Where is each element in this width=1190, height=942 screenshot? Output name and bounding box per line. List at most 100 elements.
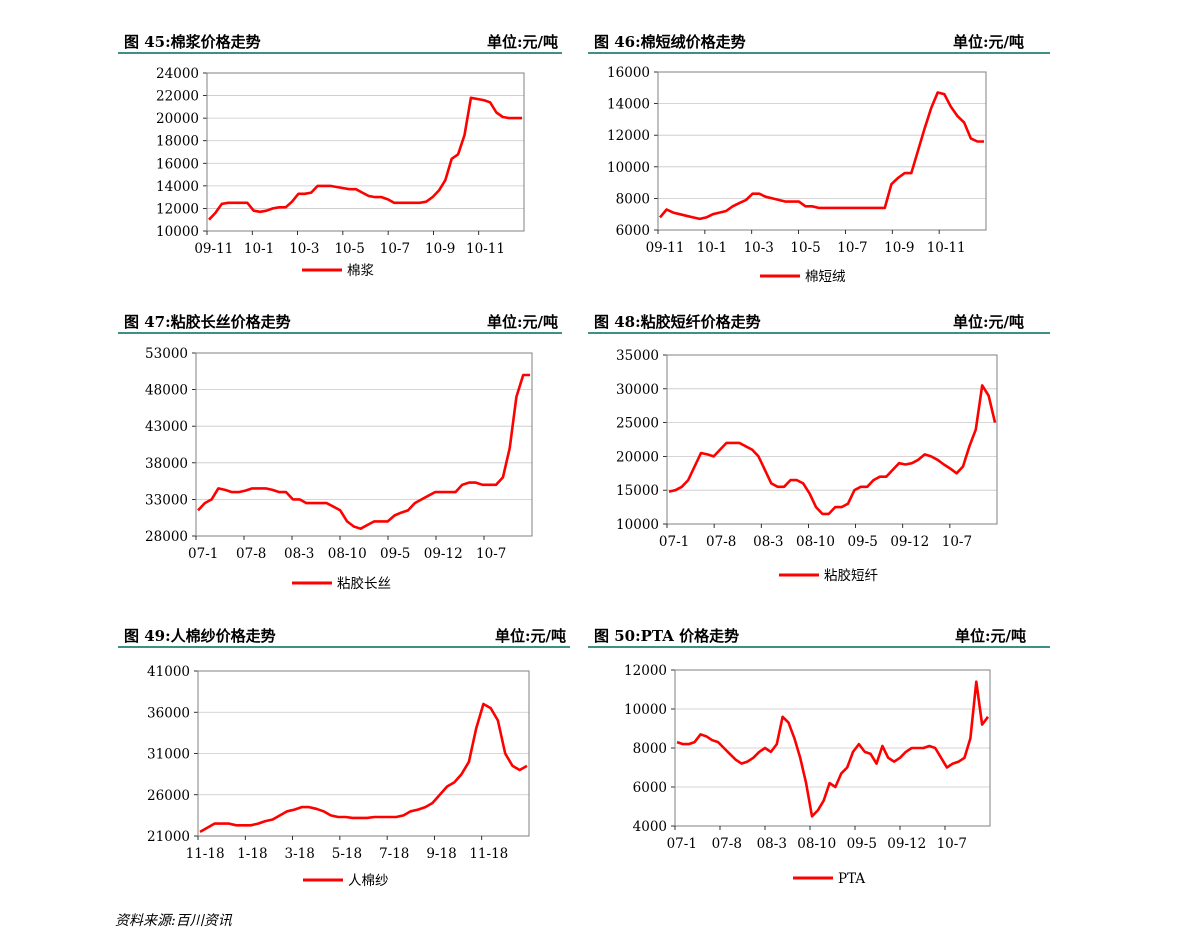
chart-unit: 单位:元/吨 [486, 313, 558, 331]
chart-panel-viscose-staple: 图 48:粘胶短纤价格走势 单位:元/吨 [588, 310, 1050, 600]
chart-unit: 单位:元/吨 [954, 627, 1026, 645]
chart-panel-pta: 图 50:PTA 价格走势 单位:元/吨 [588, 624, 1050, 899]
y-tick-label: 15000 [616, 483, 659, 499]
y-tick-label: 33000 [145, 492, 188, 508]
plot-frame [197, 670, 530, 837]
x-tick-label: 10-11 [927, 240, 966, 256]
x-tick-label: 08-10 [797, 836, 836, 852]
x-tick-label: 5-18 [332, 846, 362, 862]
chart-unit: 单位:元/吨 [952, 313, 1024, 331]
source-note: 资料来源:百川资讯 [115, 913, 232, 929]
y-tick-label: 38000 [145, 456, 188, 472]
y-tick-label: 24000 [156, 66, 199, 82]
x-tick-label: 08-3 [284, 546, 314, 562]
chart-title: 图 49:人棉纱价格走势 [124, 627, 276, 645]
y-tick-label: 36000 [147, 705, 190, 721]
x-tick-label: 09-12 [424, 546, 463, 562]
plot-frame [195, 352, 533, 537]
chart-title: 图 45:棉浆价格走势 [124, 33, 261, 51]
x-tick-label: 08-3 [757, 836, 787, 852]
x-tick-label: 10-7 [942, 534, 972, 550]
legend-label: 棉短绒 [805, 269, 846, 285]
y-tick-label: 18000 [156, 134, 199, 150]
x-tick-label: 10-9 [425, 241, 455, 257]
x-tick-label: 10-9 [884, 240, 914, 256]
series-line [668, 384, 997, 516]
y-tick-label: 16000 [607, 65, 650, 81]
x-tick-label: 10-5 [790, 240, 820, 256]
chart-header: 图 47:粘胶长丝价格走势 单位:元/吨 [118, 310, 562, 334]
x-tick-label: 09-5 [847, 836, 877, 852]
y-tick-label: 10000 [607, 160, 650, 176]
series-line [676, 680, 990, 818]
y-tick-label: 8000 [616, 191, 650, 207]
x-tick-label: 10-7 [476, 546, 506, 562]
chart-header: 图 48:粘胶短纤价格走势 单位:元/吨 [588, 310, 1050, 334]
series-line [199, 702, 528, 834]
y-tick-label: 12000 [156, 201, 199, 217]
y-tick-label: 28000 [145, 529, 188, 545]
x-tick-label: 10-11 [466, 241, 505, 257]
x-tick-label: 09-11 [646, 240, 685, 256]
x-tick-label: 07-1 [659, 534, 689, 550]
x-tick-label: 10-1 [244, 241, 274, 257]
chart-title: 图 46:棉短绒价格走势 [594, 33, 746, 51]
x-tick-label: 09-5 [847, 534, 877, 550]
x-tick-label: 09-12 [887, 836, 926, 852]
y-tick-label: 21000 [147, 829, 190, 845]
y-tick-label: 20000 [616, 449, 659, 465]
y-tick-label: 16000 [156, 156, 199, 172]
y-tick-label: 4000 [633, 819, 667, 835]
x-tick-label: 09-12 [890, 534, 929, 550]
y-tick-label: 25000 [616, 416, 659, 432]
y-tick-label: 14000 [607, 97, 650, 113]
plot-frame [206, 72, 525, 232]
x-tick-label: 10-3 [289, 241, 319, 257]
chart-title: 图 48:粘胶短纤价格走势 [594, 313, 761, 331]
y-tick-label: 22000 [156, 89, 199, 105]
x-tick-label: 08-3 [753, 534, 783, 550]
x-tick-label: 10-7 [937, 836, 967, 852]
x-tick-label: 10-3 [744, 240, 774, 256]
y-tick-label: 53000 [145, 346, 188, 362]
chart-header: 图 49:人棉纱价格走势 单位:元/吨 [118, 624, 570, 648]
y-tick-label: 6000 [616, 223, 650, 239]
y-tick-label: 35000 [616, 348, 659, 364]
y-tick-label: 10000 [156, 224, 199, 240]
y-tick-label: 26000 [147, 788, 190, 804]
chart-unit: 单位:元/吨 [952, 33, 1024, 51]
chart-title: 图 50:PTA 价格走势 [594, 627, 740, 645]
plot-frame [657, 71, 987, 231]
chart-panel-cotton-linter: 图 46:棉短绒价格走势 单位:元/吨 [588, 30, 1050, 290]
x-tick-label: 11-18 [186, 846, 225, 862]
x-tick-label: 07-1 [667, 836, 697, 852]
chart-unit: 单位:元/吨 [494, 627, 566, 645]
x-tick-label: 9-18 [426, 846, 456, 862]
y-tick-label: 31000 [147, 747, 190, 763]
y-tick-label: 30000 [616, 382, 659, 398]
chart-header: 图 45:棉浆价格走势 单位:元/吨 [118, 30, 562, 54]
legend-label: 棉浆 [347, 263, 374, 279]
chart-header: 图 50:PTA 价格走势 单位:元/吨 [588, 624, 1050, 648]
chart-unit: 单位:元/吨 [486, 33, 558, 51]
x-tick-label: 07-8 [706, 534, 736, 550]
series-line [659, 91, 984, 221]
x-tick-label: 1-18 [237, 846, 267, 862]
legend-label: 粘胶长丝 [337, 575, 391, 592]
series-line [208, 96, 522, 221]
chart-panel-cotton-pulp: 图 45:棉浆价格走势 单位:元/吨 [118, 30, 562, 290]
x-tick-label: 11-18 [469, 846, 508, 862]
x-tick-label: 10-7 [837, 240, 867, 256]
x-tick-label: 07-8 [236, 546, 266, 562]
y-tick-label: 48000 [145, 383, 188, 399]
x-tick-label: 09-11 [194, 241, 233, 257]
x-tick-label: 07-1 [188, 546, 218, 562]
legend-label: 人棉纱 [348, 873, 389, 889]
x-tick-label: 7-18 [379, 846, 409, 862]
